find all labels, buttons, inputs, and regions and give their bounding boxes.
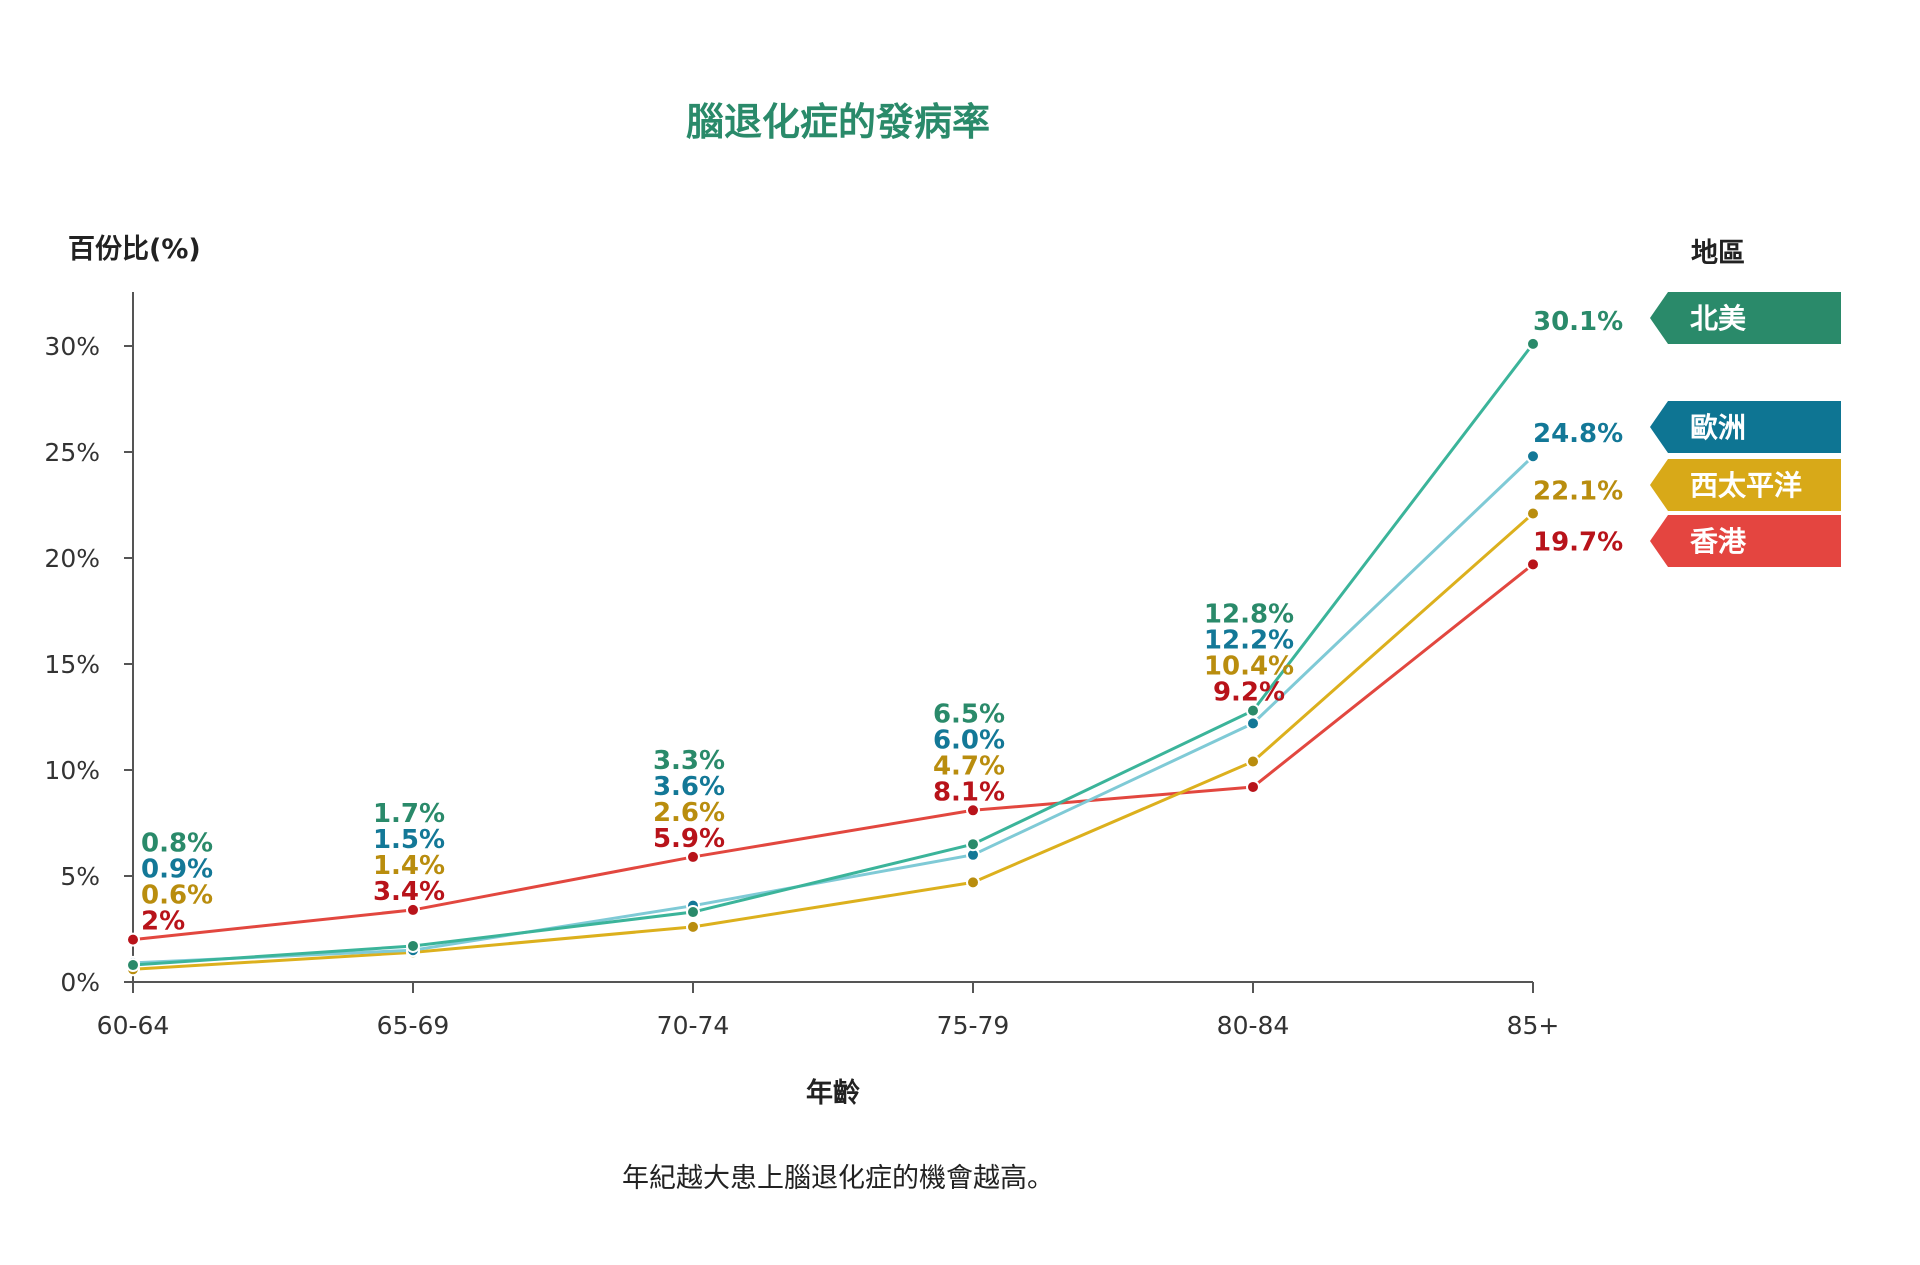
legend-tag-label: 歐洲	[1690, 411, 1746, 444]
data-point	[686, 919, 700, 934]
legend-tag-label: 北美	[1690, 302, 1746, 335]
data-point	[966, 803, 980, 818]
data-label: 10.4%	[1204, 652, 1294, 682]
y-tick-label: 25%	[44, 438, 100, 467]
data-point	[126, 958, 140, 973]
data-label: 3.3%	[653, 746, 725, 776]
series-line-3	[132, 563, 1534, 942]
legend-tag-2	[1650, 459, 1841, 511]
data-label: 6.0%	[933, 725, 1005, 755]
y-tick-label: 10%	[44, 756, 100, 785]
y-axis-title: 百份比(%)	[68, 234, 201, 265]
data-label: 8.1%	[933, 777, 1005, 807]
data-label: 6.5%	[933, 699, 1005, 729]
data-point	[966, 837, 980, 852]
data-point	[1526, 449, 1540, 464]
data-point	[126, 932, 140, 947]
legend-tag-3	[1650, 515, 1841, 567]
x-tick-label: 60-64	[97, 1011, 170, 1040]
data-point	[1526, 557, 1540, 572]
data-point	[1246, 779, 1260, 794]
data-label: 4.7%	[933, 751, 1005, 781]
data-label: 3.6%	[653, 772, 725, 802]
x-tick-label: 75-79	[937, 1011, 1010, 1040]
data-label: 1.4%	[373, 851, 445, 881]
data-label: 1.5%	[373, 825, 445, 855]
x-tick-label: 85+	[1507, 1011, 1560, 1040]
y-tick-label: 15%	[44, 650, 100, 679]
data-point	[1526, 506, 1540, 521]
y-tick-label: 0%	[60, 968, 100, 997]
series-line-1	[132, 455, 1535, 965]
y-tick-label: 30%	[44, 332, 100, 361]
data-label: 3.4%	[373, 877, 445, 907]
legend-tag-label: 香港	[1690, 525, 1747, 558]
data-label: 24.8%	[1533, 419, 1623, 449]
data-point	[686, 849, 700, 864]
chart-caption: 年紀越大患上腦退化症的機會越高。	[622, 1163, 1054, 1194]
data-point	[406, 902, 420, 917]
data-label: 1.7%	[373, 799, 445, 829]
data-point	[1526, 336, 1540, 351]
data-point	[686, 905, 700, 920]
data-label: 0.6%	[141, 881, 213, 911]
data-label: 5.9%	[653, 824, 725, 854]
data-label: 12.8%	[1204, 600, 1294, 630]
data-point	[1246, 716, 1260, 731]
data-label: 0.9%	[141, 855, 213, 885]
data-point	[966, 875, 980, 890]
series-line-0	[132, 342, 1535, 967]
data-label: 30.1%	[1533, 307, 1623, 337]
legend-tag-1	[1650, 401, 1841, 453]
x-tick-label: 65-69	[377, 1011, 450, 1040]
legend-tag-0	[1650, 292, 1841, 344]
legend-title: 地區	[1691, 238, 1745, 269]
data-label: 0.8%	[141, 829, 213, 859]
y-tick-label: 5%	[60, 862, 100, 891]
data-label: 9.2%	[1213, 678, 1285, 708]
x-tick-label: 70-74	[657, 1011, 730, 1040]
chart-title: 腦退化症的發病率	[686, 100, 990, 144]
series-line-2	[132, 512, 1534, 971]
x-axis-title: 年齡	[806, 1077, 860, 1109]
x-tick-label: 80-84	[1217, 1011, 1290, 1040]
data-label: 12.2%	[1204, 626, 1294, 656]
data-label: 2%	[141, 907, 185, 937]
data-point	[406, 938, 420, 953]
data-point	[1246, 754, 1260, 769]
y-tick-label: 20%	[44, 544, 100, 573]
data-point	[1246, 703, 1260, 718]
data-label: 2.6%	[653, 798, 725, 828]
data-label: 19.7%	[1533, 527, 1623, 557]
legend-tag-label: 西太平洋	[1690, 469, 1802, 502]
data-label: 22.1%	[1533, 476, 1623, 506]
